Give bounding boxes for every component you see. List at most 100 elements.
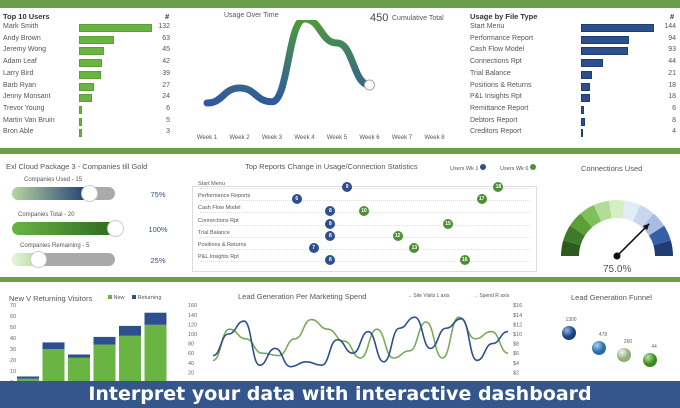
returning-bar[interactable]: [68, 354, 90, 358]
file-type-name: Cash Flow Model: [470, 46, 525, 54]
funnel-bubble[interactable]: [562, 326, 576, 340]
wk6-dot[interactable]: 17: [476, 194, 487, 205]
file-type-bar[interactable]: [581, 35, 629, 44]
wk1-dot[interactable]: 8: [325, 206, 336, 217]
gauge-pivot: [613, 252, 621, 260]
wk1-dot[interactable]: 7: [308, 243, 319, 253]
wk1-dot[interactable]: 9: [342, 182, 353, 192]
new-bar[interactable]: [119, 335, 141, 382]
gauge-segment: [563, 225, 586, 246]
row-line: [200, 236, 530, 238]
slider-track[interactable]: [12, 222, 115, 235]
file-type-bar[interactable]: [581, 82, 591, 91]
wk6-dot[interactable]: 15: [443, 218, 453, 229]
divider: [0, 148, 680, 154]
week-label: Week 1: [197, 135, 218, 141]
file-type-name: Connections Rpt: [470, 58, 522, 66]
user-bar[interactable]: [79, 47, 104, 56]
report-label: Positions & Returns: [198, 242, 247, 248]
new-bar[interactable]: [17, 378, 39, 382]
new-bar[interactable]: [68, 357, 90, 382]
returning-bar[interactable]: [17, 376, 39, 379]
connections-gauge: [561, 200, 673, 260]
user-count: 63: [162, 34, 170, 42]
user-bar[interactable]: [79, 129, 82, 138]
file-type-name: Performance Report: [470, 34, 534, 42]
slider-percent: 25%: [150, 256, 166, 265]
user-name: Martin Van Bruin: [3, 116, 55, 124]
file-type-name: Creditors Report: [470, 128, 522, 136]
user-bar[interactable]: [79, 82, 94, 91]
user-count: 45: [162, 46, 170, 54]
new-bar[interactable]: [42, 349, 65, 382]
gauge-segment: [593, 200, 612, 222]
user-name: Barb Ryan: [3, 81, 37, 89]
wk6-dot[interactable]: 16: [459, 255, 470, 266]
legend-dot: [529, 164, 536, 170]
funnel-chart: 1300 478 260 44: [562, 317, 657, 367]
file-type-bar[interactable]: [581, 94, 591, 103]
funnel-bubble[interactable]: [592, 341, 606, 355]
y-tick-label: 40: [10, 336, 16, 342]
report-label: Start Menu: [198, 181, 225, 187]
returning-bar[interactable]: [119, 325, 141, 336]
usage-line: [203, 20, 373, 107]
file-type-bar[interactable]: [581, 47, 629, 56]
new-bar[interactable]: [93, 344, 116, 382]
file-type-bar[interactable]: [581, 59, 604, 68]
user-bar[interactable]: [79, 35, 114, 44]
funnel-bubble[interactable]: [617, 348, 631, 362]
user-name: Mark Smith: [3, 23, 39, 30]
file-type-bar[interactable]: [581, 24, 654, 32]
slider-handle[interactable]: [81, 185, 99, 202]
wk1-dot[interactable]: 8: [325, 255, 336, 266]
user-bar[interactable]: [79, 59, 103, 68]
right-tick-label: $14: [513, 313, 522, 319]
funnel-bubble[interactable]: [643, 353, 657, 367]
week-label: Week 4: [294, 135, 315, 141]
user-bar[interactable]: [79, 105, 83, 114]
row-line: [200, 249, 530, 250]
user-count: 132: [158, 23, 170, 30]
y-tick-label: 50: [10, 325, 16, 331]
user-bar[interactable]: [79, 70, 101, 79]
wk6-dot[interactable]: 12: [392, 230, 403, 241]
left-tick-label: 60: [188, 351, 194, 357]
week-label: Week 8: [424, 135, 445, 141]
wk6-dot[interactable]: 18: [493, 182, 504, 192]
slider-handle[interactable]: [107, 220, 124, 237]
wk6-dot[interactable]: 13: [409, 243, 420, 253]
user-count: 6: [166, 104, 170, 112]
user-count: 42: [162, 58, 170, 66]
file-type-bar[interactable]: [581, 105, 585, 114]
connections-title: Connections Used: [581, 164, 643, 173]
user-bar[interactable]: [79, 24, 152, 32]
wk6-dot[interactable]: 10: [359, 206, 369, 217]
wk1-dot[interactable]: 6: [291, 194, 302, 205]
slider-handle[interactable]: [29, 251, 47, 268]
user-bar[interactable]: [79, 94, 93, 103]
left-tick-label: 140: [188, 313, 197, 319]
file-type-count: 94: [668, 34, 676, 42]
row-line: [200, 188, 530, 189]
slider-track[interactable]: [12, 253, 115, 266]
returning-bar[interactable]: [93, 336, 116, 345]
week-label: Week 5: [327, 135, 348, 141]
site-visits-line: [212, 316, 509, 368]
file-type-count: 144: [664, 23, 676, 30]
new-bar[interactable]: [144, 324, 167, 382]
user-bar[interactable]: [79, 117, 82, 126]
right-tick-label: $10: [513, 332, 522, 338]
wk1-dot[interactable]: 8: [325, 218, 336, 229]
slider-track[interactable]: [12, 187, 115, 200]
user-name: Bron Able: [3, 128, 34, 136]
returning-bar[interactable]: [42, 342, 65, 349]
file-type-bar[interactable]: [581, 70, 592, 79]
wk1-dot[interactable]: 8: [325, 230, 336, 241]
returning-bar[interactable]: [144, 312, 167, 325]
file-type-bar[interactable]: [581, 117, 586, 126]
legend-new: New: [108, 295, 125, 301]
gauge-segment: [580, 205, 602, 228]
gauge-segment: [569, 213, 593, 236]
file-type-bar[interactable]: [581, 129, 584, 138]
